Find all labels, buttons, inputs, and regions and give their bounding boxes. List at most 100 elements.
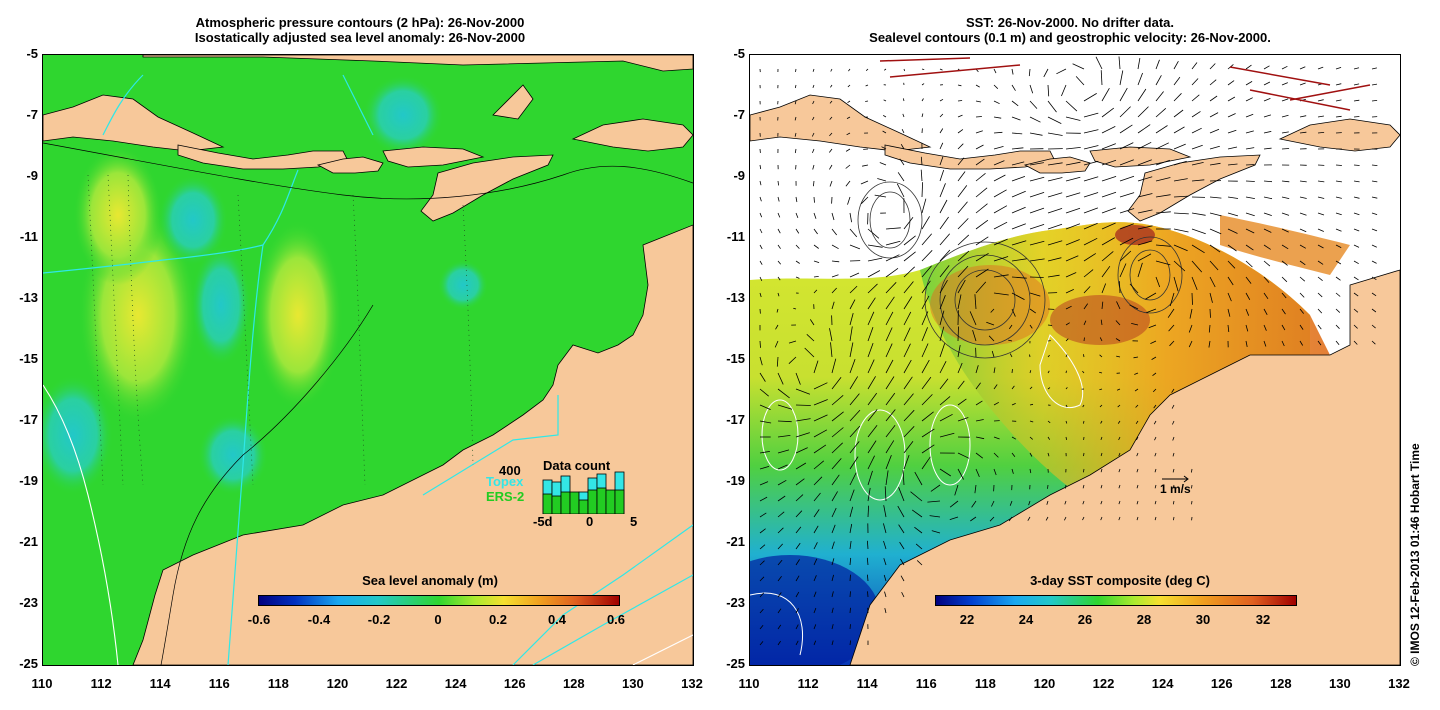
velocity-vector [1245, 64, 1252, 70]
velocity-vector [939, 142, 944, 150]
velocity-vector [1317, 228, 1324, 232]
velocity-vector [1353, 308, 1359, 313]
velocity-vector [1064, 500, 1067, 505]
velocity-vector [1065, 289, 1074, 294]
velocity-vector [759, 512, 767, 518]
velocity-vector [1153, 404, 1157, 409]
velocity-vector [885, 267, 899, 278]
velocity-vector [831, 358, 837, 374]
velocity-vector [1317, 115, 1324, 118]
velocity-vector [975, 281, 987, 294]
velocity-vector [1299, 324, 1304, 330]
velocity-vector [957, 468, 964, 480]
velocity-vector [1299, 244, 1306, 249]
left-y-tick: -7 [26, 107, 38, 122]
velocity-vector [777, 640, 781, 646]
velocity-vector [813, 509, 820, 518]
right-cbar-tick-2: 26 [1077, 612, 1093, 627]
velocity-vector [793, 307, 797, 310]
velocity-vector [1209, 128, 1220, 134]
velocity-vector [1299, 66, 1306, 70]
velocity-vector [974, 294, 977, 310]
velocity-vector [939, 68, 943, 71]
velocity-vector [867, 591, 869, 598]
velocity-vector [969, 311, 977, 326]
velocity-vector [1099, 337, 1103, 342]
left-title-line2: Isostatically adjusted sea level anomaly… [194, 30, 526, 45]
velocity-vector [993, 452, 999, 458]
right-x-tick: 118 [974, 676, 996, 691]
velocity-vector [939, 169, 945, 182]
velocity-vector [957, 143, 964, 150]
right-x-tick: 132 [1388, 676, 1410, 691]
velocity-vector [1173, 126, 1185, 134]
velocity-vector [1263, 212, 1272, 216]
velocity-vector [975, 452, 984, 459]
velocity-vector [903, 409, 915, 422]
velocity-vector [1119, 237, 1134, 246]
velocity-vector [1047, 354, 1050, 358]
velocity-vector [813, 640, 817, 646]
velocity-vector [1191, 468, 1193, 473]
velocity-vector [1281, 65, 1288, 70]
velocity-vector [1173, 160, 1187, 166]
velocity-vector [885, 470, 889, 486]
velocity-vector [1154, 468, 1157, 473]
velocity-vector [845, 148, 851, 152]
velocity-vector [830, 68, 833, 72]
velocity-vector [1154, 500, 1157, 505]
velocity-vector [1116, 355, 1121, 358]
velocity-vector [1101, 126, 1116, 134]
velocity-vector [1101, 87, 1110, 102]
velocity-vector [831, 491, 838, 502]
velocity-vector [1263, 260, 1271, 267]
velocity-vector [1154, 436, 1157, 441]
velocity-vector [759, 560, 765, 566]
velocity-vector [1371, 100, 1378, 102]
velocity-vector [957, 345, 961, 358]
velocity-vector [1227, 163, 1238, 166]
velocity-vector [1317, 292, 1323, 298]
right-cbar-tick-5: 32 [1255, 612, 1271, 627]
right-x-tick: 126 [1210, 676, 1233, 691]
velocity-vector [831, 260, 840, 263]
velocity-vector [813, 460, 825, 470]
velocity-vector [911, 509, 923, 518]
velocity-vector [1011, 436, 1017, 440]
velocity-vector [795, 526, 802, 534]
velocity-vector [988, 335, 995, 342]
velocity-vector [1119, 250, 1132, 262]
velocity-vector [1263, 114, 1272, 118]
velocity-vector [1119, 192, 1135, 198]
velocity-vector [794, 132, 797, 137]
velocity-vector [777, 559, 783, 566]
velocity-vector [1065, 338, 1069, 342]
velocity-vector [993, 367, 996, 374]
velocity-vector [1047, 100, 1057, 113]
velocity-vector [1209, 292, 1213, 303]
velocity-vector [1137, 124, 1151, 134]
velocity-vector [1065, 223, 1081, 230]
velocity-vector [901, 129, 905, 134]
velocity-vector [896, 183, 905, 198]
left-y-tick: -9 [26, 168, 38, 183]
velocity-vector [921, 411, 934, 422]
left-x-tick: 110 [31, 676, 53, 691]
velocity-vector [1353, 324, 1358, 329]
velocity-vector [1191, 292, 1193, 305]
velocity-vector [1245, 292, 1251, 300]
velocity-vector [921, 343, 929, 358]
velocity-vector [1119, 208, 1135, 214]
velocity-vector [921, 295, 930, 310]
velocity-vector [1047, 484, 1049, 489]
left-panel-title: Atmospheric pressure contours (2 hPa): 2… [60, 15, 660, 45]
velocity-vector [1209, 276, 1216, 288]
velocity-vector [1371, 196, 1378, 199]
velocity-vector [974, 484, 977, 494]
velocity-vector [1011, 176, 1026, 182]
velocity-vector [1118, 484, 1121, 489]
velocity-vector [921, 394, 933, 406]
velocity-vector [939, 310, 945, 326]
velocity-vector [812, 100, 815, 105]
velocity-vector [1245, 324, 1249, 332]
